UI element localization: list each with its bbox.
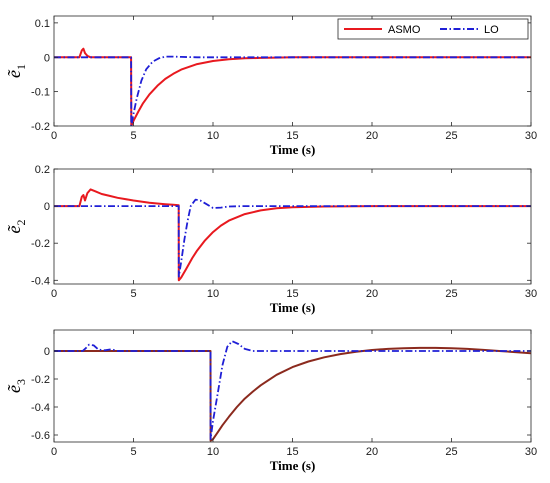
plot-area: [54, 330, 531, 442]
y-tick-label: -0.1: [31, 87, 50, 99]
legend: ASMO LO: [337, 18, 529, 40]
x-tick-label: 10: [207, 288, 219, 300]
legend-label-lo: LO: [484, 24, 499, 36]
x-tick-label: 5: [130, 446, 136, 458]
x-tick-label: 15: [286, 130, 298, 142]
y-tick-label: 0.1: [35, 18, 50, 30]
x-tick-label: 25: [445, 288, 457, 300]
x-tick-label: 15: [286, 288, 298, 300]
x-tick-label: 20: [366, 288, 378, 300]
x-tick-label: 0: [51, 446, 57, 458]
y-axis-symbol: ẽ: [4, 384, 24, 393]
series-line-asmo: [54, 346, 531, 442]
legend-box: [337, 18, 529, 40]
chart-panel-2: 0 5 10 15 20 25 30 0.2 0 -0.2 -0.4 Time (s) ẽ2: [4, 164, 537, 315]
y-tick-label: 0.2: [35, 164, 50, 176]
series-group: [54, 340, 531, 442]
y-tick-label: -0.2: [31, 374, 50, 386]
y-axis-subscript: 1: [14, 64, 28, 70]
x-tick-label: 30: [525, 288, 537, 300]
x-tick-label: 20: [366, 130, 378, 142]
series-line-lo: [54, 340, 531, 441]
y-axis-symbol: ẽ: [4, 69, 24, 78]
x-tick-label: 25: [445, 446, 457, 458]
y-axis-title: ẽ1: [4, 64, 28, 78]
x-tick-label: 10: [207, 446, 219, 458]
series-group: [54, 188, 531, 282]
x-tick-label: 15: [286, 446, 298, 458]
x-axis-title: Time (s): [270, 458, 316, 473]
x-tick-label: 5: [130, 130, 136, 142]
series-group: [54, 47, 531, 126]
y-tick-label: -0.4: [31, 402, 50, 414]
x-axis-title: Time (s): [270, 300, 316, 315]
x-tick-label: 30: [525, 130, 537, 142]
x-axis-title: Time (s): [270, 142, 316, 157]
x-tick-label: 25: [445, 130, 457, 142]
x-tick-label: 0: [51, 130, 57, 142]
legend-label-asmo: ASMO: [388, 24, 421, 36]
x-tick-label: 0: [51, 288, 57, 300]
chart-panel-3: 0 5 10 15 20 25 30 0 -0.2 -0.4 -0.6 Time (s) ẽ3: [4, 329, 537, 473]
y-tick-label: 0: [44, 52, 50, 64]
y-tick-label: -0.2: [31, 238, 50, 250]
series-line-lo: [54, 55, 531, 126]
x-tick-label: 10: [207, 130, 219, 142]
x-tick-label: 20: [366, 446, 378, 458]
series-line-lo: [54, 198, 531, 278]
y-tick-label: -0.4: [31, 275, 50, 287]
x-tick-label: 5: [130, 288, 136, 300]
y-tick-label: -0.6: [31, 430, 50, 442]
plot-area: [54, 169, 531, 284]
y-axis-title: ẽ3: [4, 379, 28, 393]
y-axis-title: ẽ2: [4, 220, 28, 234]
y-axis-symbol: ẽ: [4, 225, 24, 234]
y-axis-subscript: 2: [14, 220, 28, 226]
series-line-asmo: [54, 188, 531, 282]
y-axis-subscript: 3: [14, 379, 28, 385]
y-tick-label: 0: [44, 201, 50, 213]
y-tick-label: -0.2: [31, 121, 50, 133]
y-tick-label: 0: [44, 346, 50, 358]
x-tick-label: 30: [525, 446, 537, 458]
